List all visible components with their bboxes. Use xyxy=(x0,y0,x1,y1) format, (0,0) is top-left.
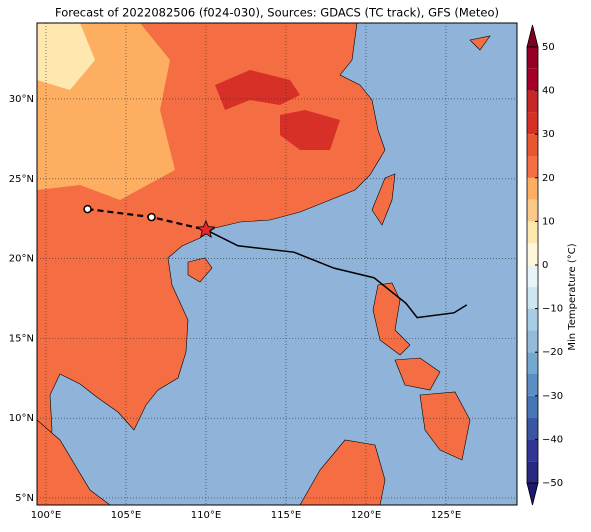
colorbar-tick-label: −10 xyxy=(542,304,563,315)
colorbar-tick-label: −20 xyxy=(542,347,563,358)
colorbar-over xyxy=(526,24,539,48)
colorbar-under xyxy=(526,482,539,506)
x-tick-label: 105°E xyxy=(111,510,141,521)
x-tick-label: 110°E xyxy=(191,510,221,521)
colorbar-band xyxy=(527,374,538,396)
x-tick-label: 120°E xyxy=(351,510,381,521)
colorbar-band xyxy=(527,330,538,353)
colorbar-band xyxy=(527,243,538,265)
forecast-track xyxy=(205,229,468,319)
colorbar-tick-label: 30 xyxy=(542,129,555,140)
colorbar-band xyxy=(527,286,538,309)
y-tick-label: 10°N xyxy=(9,413,34,424)
colorbar-band xyxy=(527,90,538,113)
colorbar-tick-label: −40 xyxy=(542,434,563,445)
taiwan xyxy=(371,173,396,226)
hot-area xyxy=(215,70,300,110)
colorbar-band xyxy=(527,308,538,331)
visayas xyxy=(394,357,441,391)
colorbar-band xyxy=(527,47,538,69)
x-tick-label: 125°E xyxy=(431,510,461,521)
colorbar-band xyxy=(527,134,538,156)
colorbar-band xyxy=(527,395,538,418)
track-point xyxy=(83,204,92,214)
malay-peninsula xyxy=(37,419,111,505)
colorbar-tick-label: 20 xyxy=(542,173,555,184)
colorbar-tick-label: 50 xyxy=(542,42,555,53)
colorbar-tick-label: 10 xyxy=(542,216,555,227)
title: Forecast of 2022082506 (f024-030), Sourc… xyxy=(55,6,499,20)
colorbar-tick-label: −30 xyxy=(542,391,563,402)
y-tick-label: 25°N xyxy=(9,174,34,185)
y-tick-label: 20°N xyxy=(9,254,34,265)
y-tick-label: 30°N xyxy=(9,94,34,105)
track-point xyxy=(147,212,156,222)
colorbar-band xyxy=(527,352,538,374)
land xyxy=(37,23,491,505)
colorbar-tick-label: 40 xyxy=(542,86,555,97)
colorbar-band xyxy=(527,156,538,178)
colorbar-band xyxy=(527,68,538,91)
map-frame xyxy=(36,22,518,506)
colorbar-band xyxy=(527,177,538,200)
colorbar-band xyxy=(527,417,538,440)
colorbar-band xyxy=(527,461,538,483)
colorbar-band xyxy=(527,439,538,462)
y-tick-label: 15°N xyxy=(9,333,34,344)
luzon xyxy=(372,282,411,356)
colorbar-band xyxy=(527,199,538,222)
korea-japan xyxy=(469,35,491,51)
y-tick-label: 5°N xyxy=(15,493,34,504)
colorbar-band xyxy=(527,221,538,244)
colorbar-tick-label: 0 xyxy=(542,260,548,271)
hot-area xyxy=(280,110,340,150)
colorbar-band xyxy=(527,112,538,135)
colorbar-band xyxy=(527,265,538,287)
mindanao xyxy=(419,391,471,461)
borneo xyxy=(299,439,386,505)
cool-area xyxy=(37,23,95,90)
x-tick-label: 115°E xyxy=(271,510,301,521)
current-position xyxy=(196,219,216,238)
colorbar-tick-label: −50 xyxy=(542,478,563,489)
colorbar-label: Min Temperature (°C) xyxy=(567,243,578,350)
x-tick-label: 100°E xyxy=(31,510,61,521)
